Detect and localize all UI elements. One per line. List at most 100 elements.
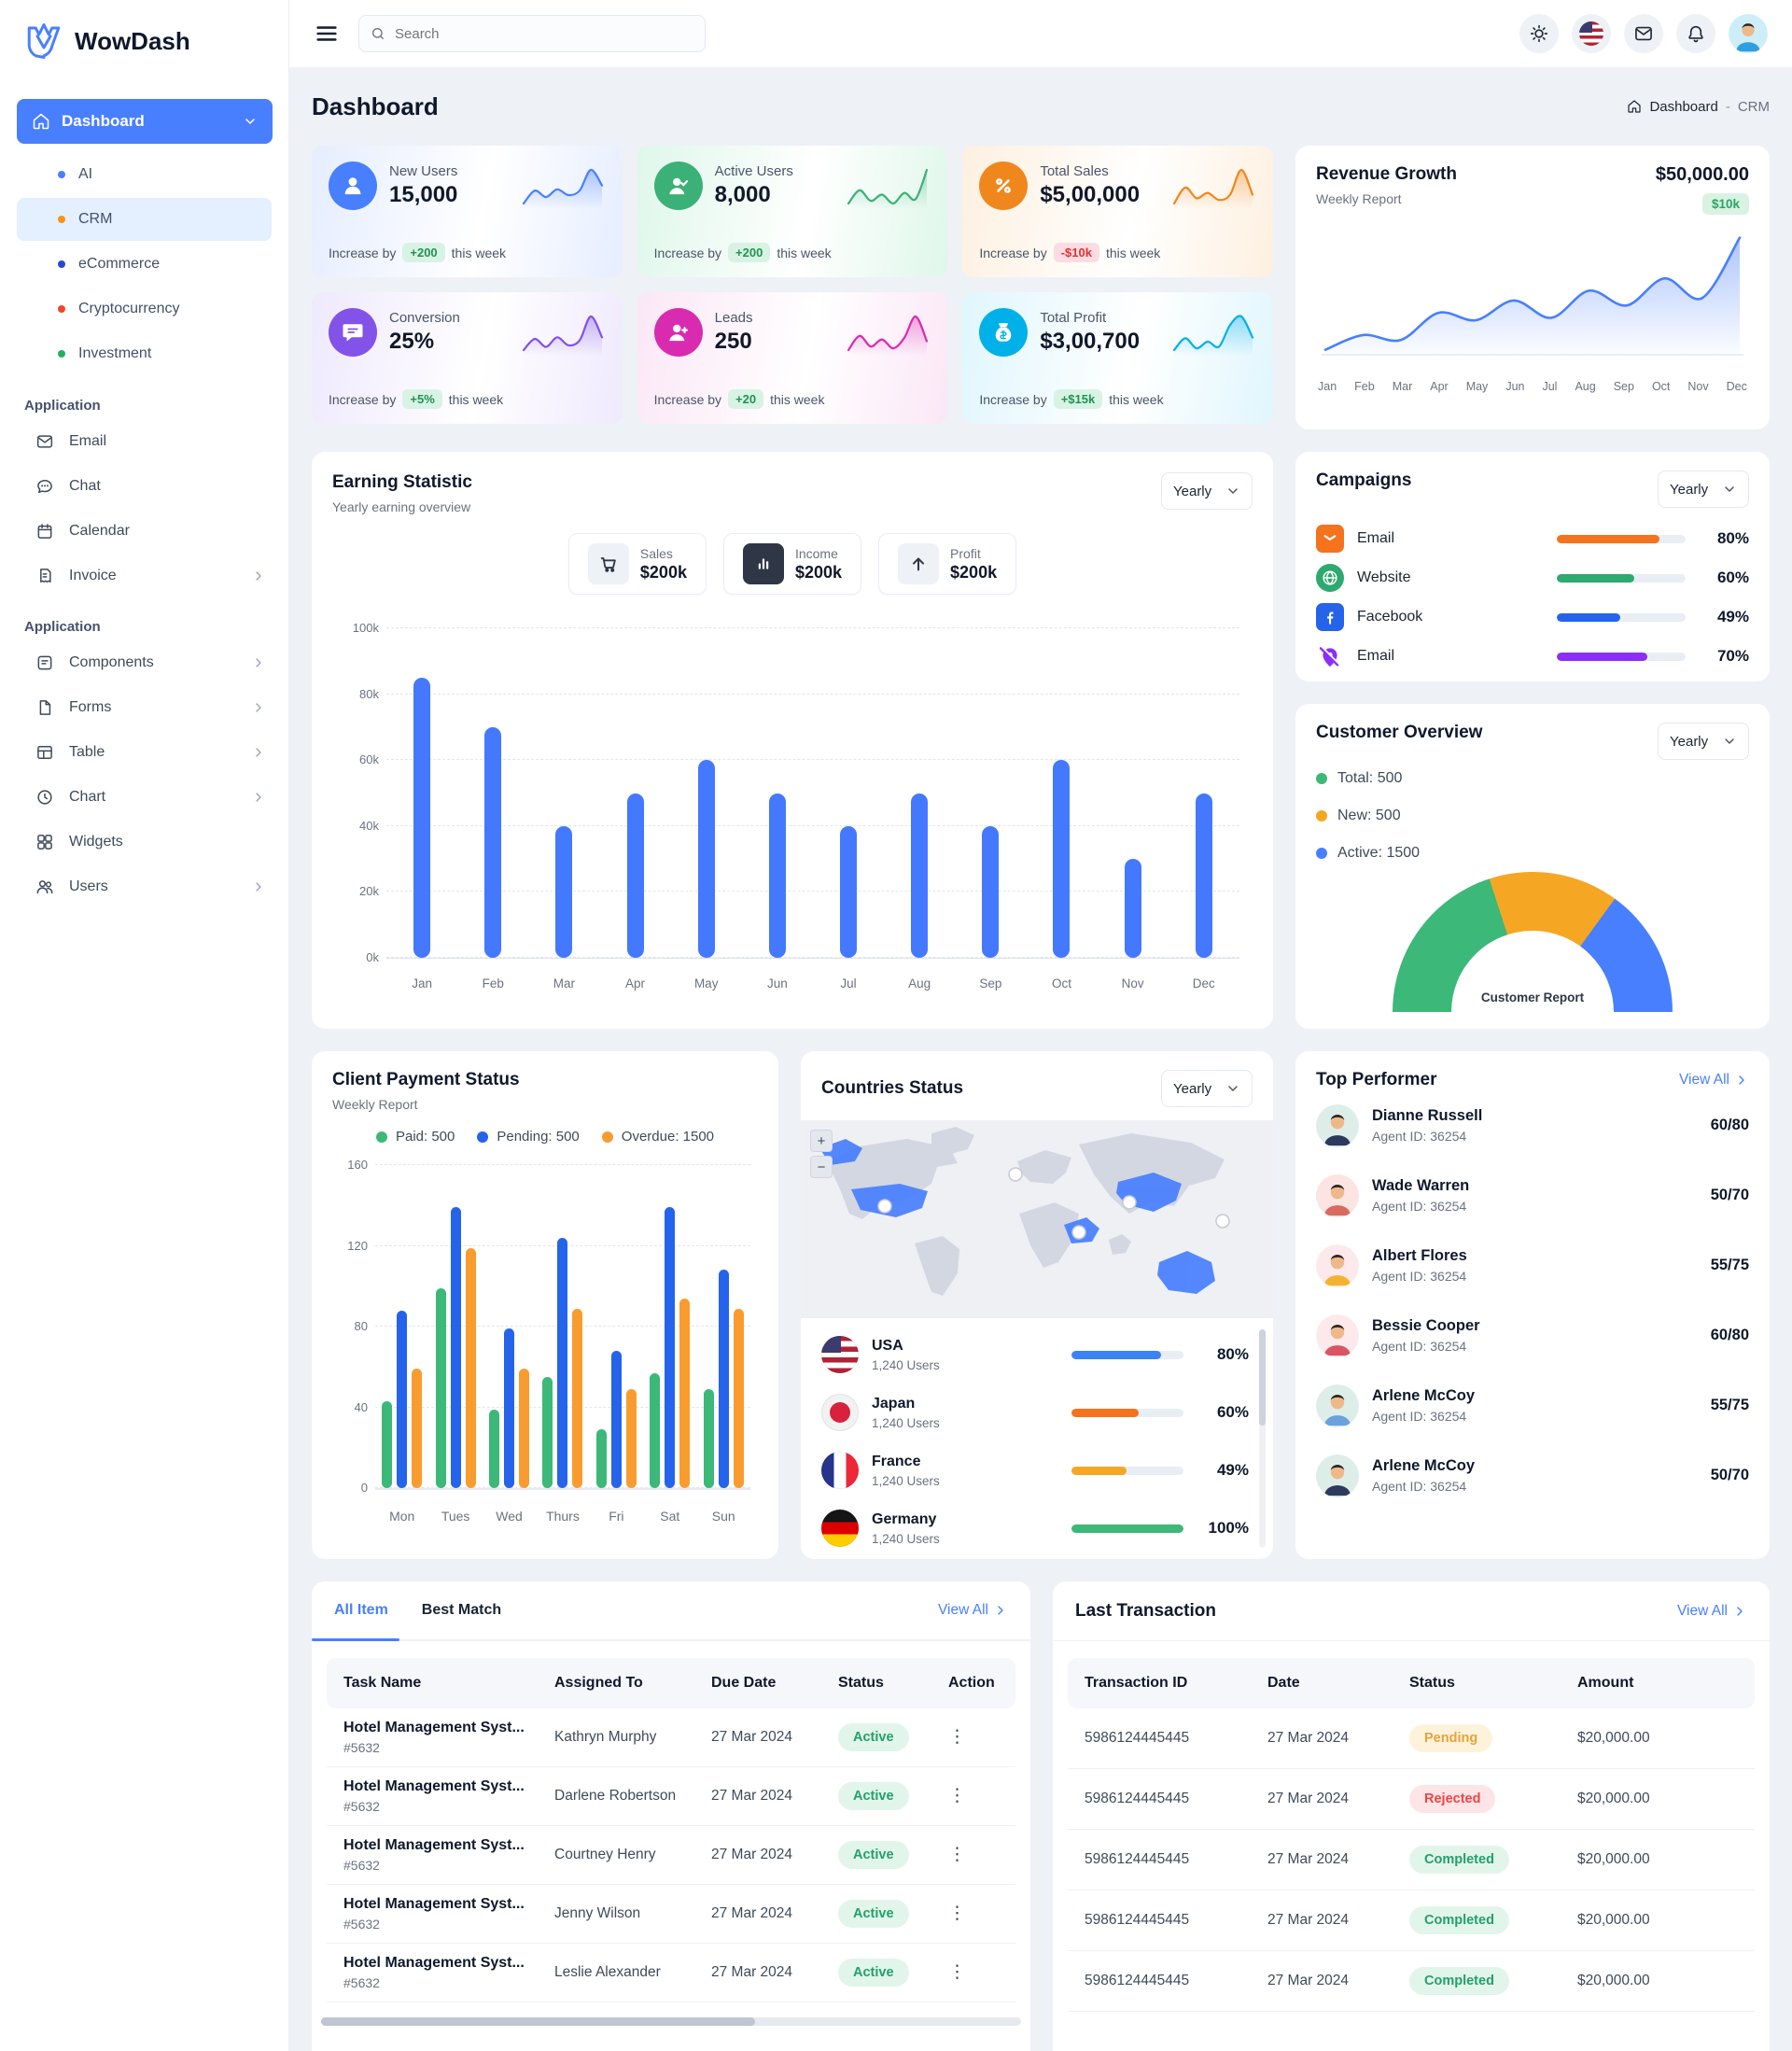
sidebar-item-calendar[interactable]: Calendar: [0, 509, 288, 554]
france-flag-icon: [821, 1452, 859, 1489]
bar: [697, 760, 715, 958]
sidebar-item-invoice[interactable]: Invoice: [0, 554, 288, 598]
sidebar-item-widgets[interactable]: Widgets: [0, 820, 288, 864]
table-header-row: Task Name Assigned To Due Date Status Action: [327, 1658, 1015, 1708]
bar-group-mon: [382, 1165, 423, 1488]
x-axis-label: Sat: [660, 1509, 680, 1524]
y-axis-label: 60k: [359, 752, 379, 767]
sidebar-item-table[interactable]: Table: [0, 730, 288, 775]
country-users: 1,240 Users: [872, 1531, 940, 1546]
card-subtitle: Yearly earning overview: [332, 499, 471, 514]
row-actions-button[interactable]: ⋮: [948, 1962, 966, 1982]
x-axis-label: Sun: [711, 1509, 735, 1524]
view-all-link[interactable]: View All: [1677, 1603, 1747, 1620]
sidebar-item-chart[interactable]: Chart: [0, 775, 288, 820]
legend-item: New: 500: [1316, 797, 1749, 835]
profile-avatar[interactable]: [1729, 14, 1768, 53]
gridline: 0k: [366, 950, 1239, 964]
row-actions-button[interactable]: ⋮: [948, 1845, 966, 1864]
legend-item: Pending: 500: [477, 1129, 580, 1145]
sparkline-chart: [845, 307, 931, 358]
bar: [626, 793, 644, 958]
row-actions-button[interactable]: ⋮: [948, 1786, 966, 1805]
map-zoom-in-button[interactable]: +: [810, 1130, 833, 1152]
sidebar-item-users[interactable]: Users: [0, 864, 288, 909]
row-actions-button[interactable]: ⋮: [948, 1903, 966, 1923]
notifications-button[interactable]: [1676, 14, 1715, 53]
page-title: Dashboard: [312, 91, 439, 120]
transaction-id: 5986124445445: [1085, 1851, 1190, 1867]
map-zoom-out-button[interactable]: −: [810, 1156, 833, 1178]
search-input[interactable]: [395, 25, 693, 42]
view-all-link[interactable]: View All: [1679, 1072, 1749, 1089]
user-check-icon: [653, 162, 703, 210]
customer-legend: Total: 500 New: 500 Active: 1500: [1316, 760, 1749, 872]
countries-period-select[interactable]: Yearly: [1161, 1070, 1253, 1107]
world-map: + −: [801, 1120, 1273, 1318]
sidebar-subitem-ai[interactable]: AI: [17, 153, 272, 196]
view-all-link[interactable]: View All: [938, 1602, 1008, 1619]
select-value: Yearly: [1670, 481, 1709, 498]
x-axis-label: Jul: [840, 976, 857, 990]
sidebar-subitem-investment[interactable]: Investment: [17, 332, 272, 375]
sidebar-item-dashboard[interactable]: Dashboard: [17, 99, 273, 144]
change-prefix: Increase by: [329, 391, 397, 407]
bar-overdue: [519, 1369, 530, 1488]
menu-toggle-button[interactable]: [314, 21, 340, 47]
sidebar-item-components[interactable]: Components: [0, 640, 288, 685]
customer-period-select[interactable]: Yearly: [1658, 723, 1749, 760]
messages-button[interactable]: [1624, 14, 1663, 53]
sidebar-subitem-crm[interactable]: CRM: [17, 198, 272, 241]
y-axis-label: 20k: [359, 884, 379, 899]
sidebar-subitem-ecommerce[interactable]: eCommerce: [17, 243, 272, 286]
last-transaction-card: Last Transaction View All Transaction ID…: [1053, 1581, 1770, 2051]
vertical-scrollbar[interactable]: [1259, 1329, 1266, 1548]
sidebar-subitem-cryptocurrency[interactable]: Cryptocurrency: [17, 288, 272, 330]
x-axis-label: Aug: [1575, 380, 1596, 393]
horizontal-scrollbar[interactable]: [321, 2017, 1021, 2026]
content: Dashboard Dashboard - CRM New Users 15,00…: [289, 67, 1792, 2051]
transaction-date: 27 Mar 2024: [1267, 1730, 1350, 1746]
chevron-down-icon: [1225, 1081, 1240, 1096]
breadcrumb-home-link[interactable]: Dashboard: [1649, 98, 1718, 115]
sidebar-item-email[interactable]: Email: [0, 419, 288, 464]
sidebar-item-label: Widgets: [69, 834, 123, 850]
y-axis-label: 100k: [352, 621, 379, 635]
chevron-right-icon: [251, 790, 266, 805]
campaign-label: Email: [1357, 648, 1395, 664]
change-suffix: this week: [1109, 391, 1164, 407]
country-users: 1,240 Users: [872, 1415, 940, 1430]
progress-fill: [1071, 1524, 1183, 1533]
due-date: 27 Mar 2024: [711, 1964, 793, 1980]
money-bag-icon: [979, 308, 1029, 357]
tab-all-item[interactable]: All Item: [312, 1581, 399, 1641]
bar-group-tues: [435, 1165, 476, 1488]
progress-fill: [1557, 652, 1647, 661]
column-header: Transaction ID: [1085, 1675, 1188, 1691]
campaigns-period-select[interactable]: Yearly: [1658, 471, 1749, 508]
stat-card-total-sales: Total Sales $5,00,000 Increase by -$10k this…: [962, 146, 1273, 277]
avatar: [1316, 1173, 1359, 1217]
task-name: Hotel Management Syst...: [343, 1896, 525, 1912]
bar-paid: [489, 1409, 500, 1488]
sidebar-item-forms[interactable]: Forms: [0, 685, 288, 730]
sidebar-item-chat[interactable]: Chat: [0, 464, 288, 509]
language-button[interactable]: [1572, 14, 1611, 53]
chevron-right-icon: [993, 1603, 1008, 1618]
change-badge: +200: [402, 243, 445, 262]
status-badge: Active: [838, 1959, 909, 1987]
campaign-row-email-3: Email 70%: [1316, 637, 1749, 676]
row-actions-button[interactable]: ⋮: [948, 1727, 966, 1747]
performer-list: Dianne Russell Agent ID: 36254 60/80 Wade W…: [1316, 1090, 1749, 1510]
bar-pending: [557, 1237, 568, 1488]
cart-icon: [587, 543, 629, 584]
table-row: 5986124445445 27 Mar 2024 Pending $20,000.0…: [1068, 1708, 1755, 1769]
gridline: 20k: [359, 884, 1239, 898]
earning-period-select[interactable]: Yearly: [1161, 472, 1253, 510]
calendar-icon: [35, 522, 54, 541]
tab-best-match[interactable]: Best Match: [421, 1602, 502, 1618]
gridline: 60k: [359, 752, 1239, 766]
home-icon: [32, 112, 50, 131]
percent-value: 60%: [1716, 569, 1749, 586]
theme-toggle-button[interactable]: [1519, 14, 1559, 53]
